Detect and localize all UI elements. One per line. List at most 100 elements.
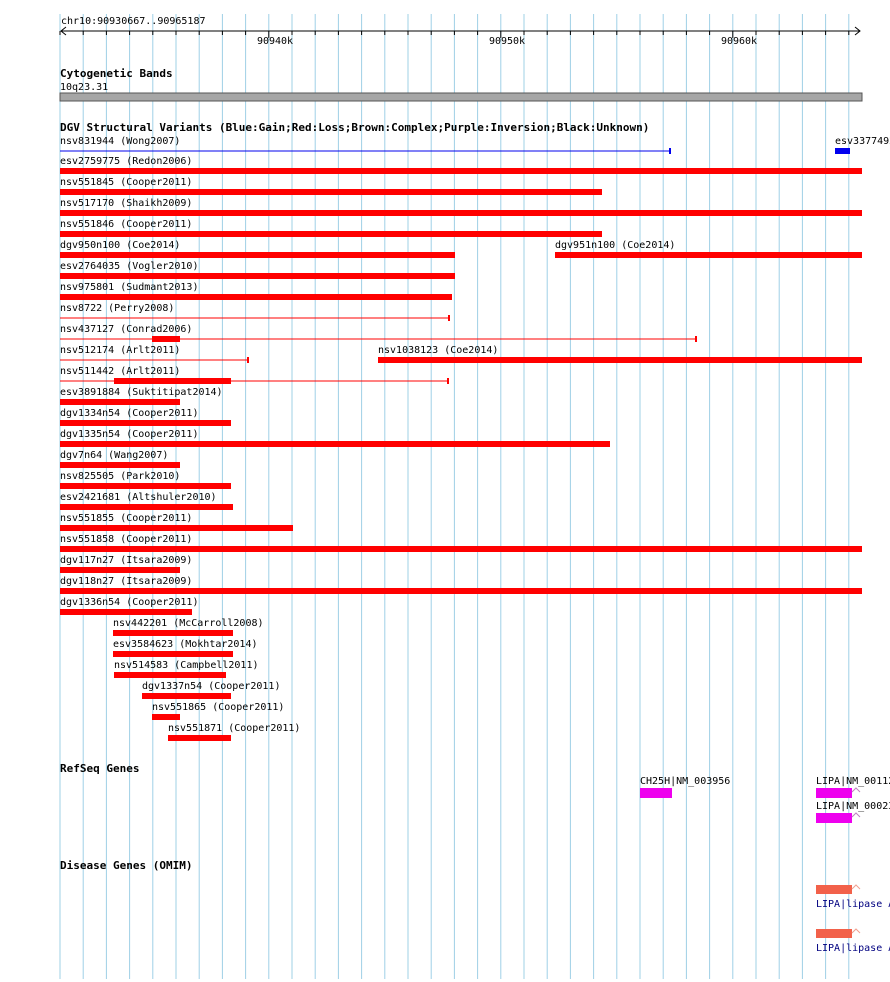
dgv-variant-end-cap	[247, 357, 249, 363]
dgv-variant[interactable]: nsv512174 (Arlt2011)	[60, 345, 249, 363]
dgv-variant-label: nsv1038123 (Coe2014)	[378, 345, 498, 356]
omim-gene[interactable]: LIPA|lipase A	[816, 928, 890, 954]
dgv-variant-bar	[60, 588, 862, 594]
ruler-ticks	[59, 31, 850, 38]
dgv-variant[interactable]: nsv551871 (Cooper2011)	[168, 723, 300, 741]
dgv-variant-bar	[378, 357, 862, 363]
dgv-variant-label: nsv511442 (Arlt2011)	[60, 366, 180, 377]
dgv-variant[interactable]: dgv950n100 (Coe2014)	[60, 240, 455, 258]
dgv-variant-bar	[60, 483, 231, 489]
dgv-variant-bar	[60, 210, 862, 216]
dgv-variant-label: dgv7n64 (Wang2007)	[60, 450, 168, 461]
dgv-variant-label: esv2759775 (Redon2006)	[60, 156, 192, 167]
dgv-variant-label: dgv1335n54 (Cooper2011)	[60, 429, 198, 440]
omim-gene[interactable]: LIPA|lipase A	[816, 884, 890, 910]
refseq-gene[interactable]: LIPA|NM_00112	[816, 776, 890, 798]
dgv-variant[interactable]: dgv118n27 (Itsara2009)	[60, 576, 862, 594]
refseq-gene[interactable]: CH25H|NM_003956	[640, 776, 730, 798]
dgv-variant[interactable]: nsv8722 (Perry2008)	[60, 303, 450, 321]
dgv-variant-bar	[60, 441, 610, 447]
cytoband-bar[interactable]	[59, 92, 863, 102]
dgv-variant[interactable]: nsv442201 (McCarroll2008)	[113, 618, 264, 636]
dgv-variant-label: nsv975801 (Sudmant2013)	[60, 282, 198, 293]
dgv-variant[interactable]: dgv117n27 (Itsara2009)	[60, 555, 192, 573]
dgv-variant-end-cap	[695, 336, 697, 342]
dgv-variant-label: dgv117n27 (Itsara2009)	[60, 555, 192, 566]
dgv-variant-bar	[60, 168, 862, 174]
ruler-label-2: 90950k	[489, 36, 525, 47]
dgv-variant[interactable]: nsv551865 (Cooper2011)	[152, 702, 284, 720]
dgv-variant-bar	[60, 273, 455, 279]
dgv-variant-label: nsv512174 (Arlt2011)	[60, 345, 180, 356]
dgv-variant[interactable]: dgv1335n54 (Cooper2011)	[60, 429, 610, 447]
dgv-variant[interactable]: nsv511442 (Arlt2011)	[60, 366, 449, 384]
dgv-variant-label: nsv551871 (Cooper2011)	[168, 723, 300, 734]
dgv-variant-label: esv3377492	[835, 136, 890, 147]
dgv-variant-bar	[168, 735, 231, 741]
refseq-track-title: RefSeq Genes	[60, 762, 139, 775]
dgv-variant-label: esv2421681 (Altshuler2010)	[60, 492, 217, 503]
refseq-gene-label: LIPA|NM_00023	[816, 801, 890, 812]
dgv-variant-end-cap	[447, 378, 449, 384]
dgv-variant[interactable]: nsv551845 (Cooper2011)	[60, 177, 602, 195]
dgv-variant-bar	[60, 462, 180, 468]
dgv-variant-bar	[152, 714, 180, 720]
dgv-variant[interactable]: esv2759775 (Redon2006)	[60, 156, 862, 174]
position-readout: chr10:90930667..90965187	[61, 16, 206, 27]
ruler-right-arrow	[854, 26, 861, 36]
dgv-variant[interactable]: esv3377492	[835, 136, 890, 154]
dgv-variant-label: dgv950n100 (Coe2014)	[60, 240, 180, 251]
refseq-features: CH25H|NM_003956 LIPA|NM_00112 LIPA|NM_0002…	[640, 776, 890, 823]
dgv-variant-bar	[152, 336, 180, 342]
intron-chevron-icon	[851, 928, 861, 934]
refseq-gene-exon	[816, 788, 852, 798]
dgv-variant[interactable]: nsv517170 (Shaikh2009)	[60, 198, 862, 216]
dgv-variant[interactable]: esv2764035 (Vogler2010)	[60, 261, 455, 279]
dgv-variant[interactable]: nsv551846 (Cooper2011)	[60, 219, 602, 237]
dgv-variant-label: dgv1334n54 (Cooper2011)	[60, 408, 198, 419]
ruler-label-1: 90940k	[257, 36, 293, 47]
dgv-variant[interactable]: esv3891884 (Suktitipat2014)	[60, 387, 223, 405]
dgv-track-title: DGV Structural Variants (Blue:Gain;Red:L…	[60, 121, 649, 134]
dgv-variant[interactable]: nsv831944 (Wong2007)	[60, 136, 671, 154]
dgv-variant-label: dgv1337n54 (Cooper2011)	[142, 681, 280, 692]
dgv-variant[interactable]: nsv551858 (Cooper2011)	[60, 534, 862, 552]
dgv-variant[interactable]: dgv1337n54 (Cooper2011)	[142, 681, 280, 699]
dgv-variant-label: nsv551865 (Cooper2011)	[152, 702, 284, 713]
dgv-variant-bar	[60, 399, 180, 405]
dgv-variant-bar	[555, 252, 862, 258]
intron-chevron-icon	[851, 884, 861, 890]
refseq-gene[interactable]: LIPA|NM_00023	[816, 801, 890, 823]
dgv-variant-label: nsv551846 (Cooper2011)	[60, 219, 192, 230]
dgv-variant-bar	[113, 651, 233, 657]
dgv-variant-label: nsv825505 (Park2010)	[60, 471, 180, 482]
dgv-variant-bar	[60, 252, 455, 258]
dgv-variant-bar	[60, 609, 192, 615]
dgv-variant[interactable]: esv2421681 (Altshuler2010)	[60, 492, 233, 510]
ruler-label-3: 90960k	[721, 36, 757, 47]
refseq-gene-exon	[816, 813, 852, 823]
dgv-variant[interactable]: dgv1334n54 (Cooper2011)	[60, 408, 231, 426]
dgv-variant-bar	[114, 378, 231, 384]
dgv-variant[interactable]: nsv825505 (Park2010)	[60, 471, 231, 489]
dgv-variant-label: nsv514583 (Campbell2011)	[114, 660, 259, 671]
omim-features: LIPA|lipase A LIPA|lipase A	[816, 884, 890, 954]
dgv-variant[interactable]: dgv7n64 (Wang2007)	[60, 450, 180, 468]
intron-chevron-icon	[851, 787, 861, 793]
grid-lines	[59, 14, 850, 979]
dgv-variant-label: esv3891884 (Suktitipat2014)	[60, 387, 223, 398]
dgv-variant[interactable]: dgv1336n54 (Cooper2011)	[60, 597, 198, 615]
dgv-variant-bar	[60, 189, 602, 195]
dgv-variant[interactable]: nsv437127 (Conrad2006)	[60, 324, 697, 342]
dgv-variant[interactable]: nsv551855 (Cooper2011)	[60, 513, 293, 531]
dgv-variant[interactable]: nsv1038123 (Coe2014)	[378, 345, 862, 363]
dgv-variant-label: nsv517170 (Shaikh2009)	[60, 198, 192, 209]
dgv-variant[interactable]: nsv975801 (Sudmant2013)	[60, 282, 452, 300]
dgv-variant[interactable]: nsv514583 (Campbell2011)	[114, 660, 259, 678]
dgv-variant[interactable]: esv3584623 (Mokhtar2014)	[113, 639, 258, 657]
dgv-variant[interactable]: dgv951n100 (Coe2014)	[555, 240, 862, 258]
dgv-variant-bar	[60, 294, 452, 300]
dgv-variant-label: dgv118n27 (Itsara2009)	[60, 576, 192, 587]
